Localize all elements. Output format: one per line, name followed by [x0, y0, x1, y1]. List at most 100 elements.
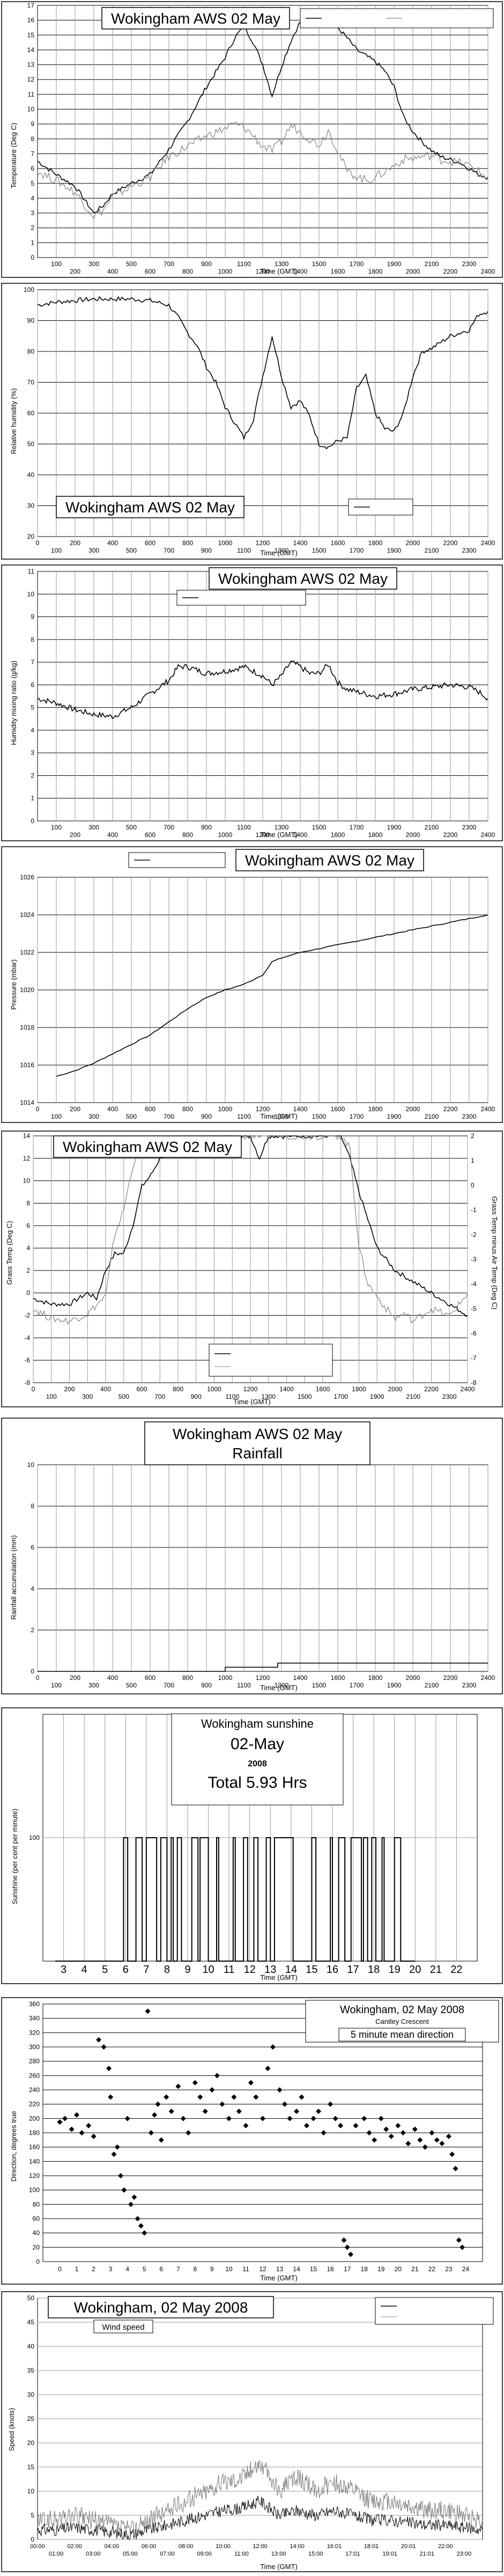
y-tick-label: 11 [28, 568, 35, 575]
y-tick-label: 70 [27, 379, 35, 386]
direction-point [131, 2195, 137, 2200]
y-tick-label: 12 [23, 1155, 31, 1162]
x-tick-label: 300 [82, 1393, 93, 1400]
y-tick-label: 15 [27, 2463, 35, 2471]
x-tick-label: 2400 [481, 268, 495, 275]
x-tick-label: 23 [445, 2265, 453, 2273]
y-axis-label: Speed (knots) [8, 2408, 16, 2452]
chart-series [37, 660, 488, 720]
x-tick-label: 600 [145, 1105, 155, 1113]
x-tick-label: 1600 [331, 1105, 345, 1113]
y-axis-label: Pressure (mbar) [10, 959, 18, 1010]
direction-point [226, 2116, 232, 2122]
x-tick-label: 1700 [350, 1682, 364, 1689]
x-tick-label: 2000 [406, 1674, 420, 1682]
x-tick-label: 1900 [370, 1393, 384, 1400]
direction-point [316, 2109, 322, 2114]
y-tick-label: 0 [26, 1289, 30, 1297]
x-tick-label: 2400 [481, 1105, 495, 1113]
direction-point [321, 2130, 327, 2135]
x-tick-label: 2100 [425, 1682, 439, 1689]
y-tick-label: 16 [27, 17, 35, 24]
x-tick-label: 22 [450, 1964, 462, 1976]
chart-grid [42, 2003, 483, 2262]
x-axis-label: Time (GMT) [233, 1398, 271, 1406]
direction-point [158, 2137, 164, 2143]
direction-point [192, 2080, 198, 2086]
panel-wind-speed: 0 5 10 15 20 25 30 35 40 45 50 00:00 02:00 04:00 06:0… [0, 2290, 504, 2573]
x-tick-label: 1100 [237, 1113, 251, 1120]
sunshine-trace [55, 1837, 416, 1962]
y-tick-label: 0 [31, 817, 34, 825]
direction-point [294, 2109, 300, 2114]
x-tick-label: 1100 [237, 547, 251, 554]
x-tick-label: 14 [285, 1964, 297, 1976]
chart-grid [37, 571, 488, 821]
y-tick-label: 35 [27, 2367, 35, 2374]
y-axis-label: Sunshine (per cent per minute) [11, 1809, 19, 1904]
x-tick-label: 2400 [481, 831, 495, 839]
chart-border [1, 1418, 503, 1694]
panel-temperature: 0 1 2 3 4 5 6 7 8 9 10 11 12 13 14 15 16 17 100 200 300 400 5… [0, 0, 504, 279]
direction-point [341, 2237, 347, 2243]
x-tick-label: 10 [225, 2265, 233, 2273]
x-tick-label: 1200 [256, 539, 270, 547]
x-tick-label: 5 [143, 2265, 146, 2273]
y-tick-label: 10 [27, 590, 35, 598]
y-tick-label: 13 [27, 61, 35, 69]
x-axis-label: Time (GMT) [260, 267, 298, 275]
x-tick-label: 1400 [293, 268, 308, 275]
direction-point [214, 2073, 220, 2079]
x-tick-label: 2200 [443, 268, 458, 275]
y-axis-label: Grass Temp (Deg C) [5, 1221, 13, 1285]
direction-point [209, 2087, 215, 2093]
subtitle-box [93, 2320, 153, 2333]
x-tick-label: 00:00 [30, 2543, 45, 2550]
x-axis-label: Time (GMT) [260, 1112, 298, 1120]
x-tick-label: 21:01 [419, 2551, 434, 2557]
chart-sunshine: 100 3 4 5 6 7 8 9 10 11 12 13 14 15 16 17 18 19 20 21 22 Su… [1, 1707, 503, 1984]
x-tick-label: 600 [145, 539, 155, 547]
chart-series [57, 2008, 465, 2257]
direction-point [304, 2123, 309, 2129]
chart-series [55, 1837, 416, 1962]
y-axis-label: Humidity mixing ratio (g/kg) [10, 660, 18, 745]
y-tick-label: 12 [27, 76, 35, 83]
series-line-1 [38, 1662, 488, 1672]
x-tick-label: 400 [107, 539, 118, 547]
y-tick-label: 340 [29, 2015, 40, 2022]
series-line-1 [37, 2496, 483, 2540]
x-tick-label: 800 [182, 268, 193, 275]
chart-title: Wokingham AWS 02 May [173, 1426, 342, 1442]
direction-point [299, 2094, 305, 2100]
x-tick-labels: 00:00 02:00 04:00 06:00 08:00 10:00 12:00 14:00… [30, 2543, 471, 2557]
x-tick-label: 1800 [368, 539, 383, 547]
x-tick-label: 1200 [256, 831, 270, 839]
x-tick-label: 500 [118, 1393, 129, 1400]
direction-point [124, 2116, 130, 2122]
direction-point [96, 2037, 102, 2043]
x-tick-label: 1500 [298, 1393, 312, 1400]
direction-point [148, 2130, 154, 2135]
direction-point [231, 2094, 237, 2100]
y-tick-label: -2 [24, 1312, 30, 1319]
y-tick-label: 1020 [20, 986, 34, 994]
y-tick-label: 0 [31, 2536, 34, 2543]
x-tick-label: 1500 [312, 1682, 327, 1689]
direction-point [74, 2112, 80, 2118]
chart-series [37, 2460, 483, 2540]
y-tick-label: 2 [31, 1626, 34, 1634]
x-tick-label: 200 [70, 1105, 80, 1113]
x-tick-label: 3 [109, 2265, 113, 2273]
x-tick-label: 900 [201, 1682, 212, 1689]
y-tick-label: 10 [27, 1461, 35, 1469]
y-tick-label: 2 [26, 1267, 30, 1274]
x-tick-label: 2300 [462, 547, 477, 554]
x-tick-label: 500 [126, 260, 137, 268]
direction-point [412, 2126, 418, 2132]
x-tick-label: 2400 [461, 1385, 475, 1393]
x-tick-label: 05:00 [123, 2551, 138, 2557]
direction-point [344, 2244, 350, 2250]
x-tick-label: 10 [202, 1964, 214, 1976]
